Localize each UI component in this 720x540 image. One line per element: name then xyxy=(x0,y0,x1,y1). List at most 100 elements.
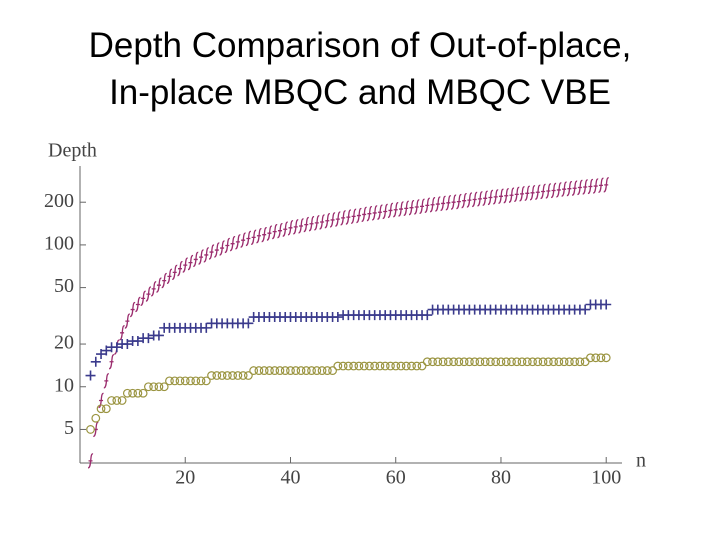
circle-marker xyxy=(570,357,580,367)
hook-marker xyxy=(150,281,157,297)
hook-marker xyxy=(387,202,394,219)
plus-marker xyxy=(601,299,612,310)
circle-marker xyxy=(512,357,522,367)
hook-marker xyxy=(203,247,209,263)
circle-marker xyxy=(496,357,506,367)
hook-marker xyxy=(287,220,294,236)
hook-marker xyxy=(177,261,183,277)
hook-marker xyxy=(214,242,220,258)
y-tick-label: 200 xyxy=(44,190,74,212)
hook-marker xyxy=(345,209,352,225)
plus-marker xyxy=(332,312,343,323)
x-tick-label: 60 xyxy=(386,467,406,489)
plus-marker xyxy=(85,370,96,381)
hook-marker xyxy=(492,189,499,205)
circle-marker xyxy=(170,376,180,386)
circle-marker xyxy=(349,361,359,371)
title-line: In-place MBQC and MBQC VBE xyxy=(109,73,611,112)
circle-marker xyxy=(91,413,101,423)
circle-marker xyxy=(396,361,406,371)
circle-marker xyxy=(249,366,259,375)
hook-marker xyxy=(224,237,231,254)
hook-marker xyxy=(435,196,441,212)
hook-marker xyxy=(140,290,146,306)
hook-marker xyxy=(166,268,173,285)
hook-marker xyxy=(419,198,425,214)
plus-marker xyxy=(132,336,143,347)
hook-marker xyxy=(303,216,309,233)
circle-marker xyxy=(165,376,174,386)
hook-marker xyxy=(456,193,462,210)
hook-marker xyxy=(524,185,530,201)
circle-marker xyxy=(486,357,495,367)
circle-marker xyxy=(133,388,143,398)
circle-marker xyxy=(365,361,374,371)
circle-marker xyxy=(86,425,95,434)
circle-marker xyxy=(222,371,232,380)
y-tick-label: 10 xyxy=(54,374,74,396)
circle-marker xyxy=(522,357,532,367)
hook-marker xyxy=(361,206,367,223)
hook-marker xyxy=(366,206,373,222)
hook-marker xyxy=(377,204,383,220)
hook-marker xyxy=(98,392,104,409)
hook-marker xyxy=(508,187,515,203)
hook-marker xyxy=(250,229,257,246)
hook-marker xyxy=(340,210,346,226)
hook-marker xyxy=(461,193,467,209)
circle-marker xyxy=(312,366,322,375)
hook-marker xyxy=(129,301,136,318)
plus-marker xyxy=(122,339,133,350)
hook-marker xyxy=(403,200,409,217)
hook-marker xyxy=(161,272,167,289)
hook-marker xyxy=(513,186,520,203)
hook-marker xyxy=(498,188,504,204)
circle-marker xyxy=(265,366,274,375)
plus-marker xyxy=(422,310,433,321)
hook-marker xyxy=(124,313,131,329)
circle-marker xyxy=(212,371,222,380)
circle-marker xyxy=(101,404,111,414)
y-tick-label: 50 xyxy=(54,275,74,297)
circle-marker xyxy=(564,357,574,367)
hook-marker xyxy=(413,199,420,215)
circle-marker xyxy=(149,382,159,392)
circle-marker xyxy=(401,361,411,371)
circle-marker xyxy=(428,357,437,367)
circle-marker xyxy=(412,361,422,371)
hook-marker xyxy=(535,184,541,200)
y-tick-label: 5 xyxy=(64,417,74,439)
circle-marker xyxy=(144,382,153,392)
hook-marker xyxy=(271,224,278,240)
hook-marker xyxy=(382,203,388,220)
circle-marker xyxy=(259,366,269,375)
hook-marker xyxy=(235,234,241,250)
circle-marker xyxy=(301,366,311,375)
hook-marker xyxy=(277,223,283,239)
hook-marker xyxy=(582,179,588,195)
circle-marker xyxy=(343,361,353,371)
hook-marker xyxy=(350,208,357,224)
x-tick-label: 100 xyxy=(591,467,621,489)
circle-marker xyxy=(443,357,453,367)
hook-marker xyxy=(592,178,599,194)
hook-marker xyxy=(208,244,215,260)
hook-marker xyxy=(371,205,378,221)
circle-marker xyxy=(407,361,416,371)
circle-marker xyxy=(475,357,485,367)
hook-marker xyxy=(545,183,552,199)
hook-marker xyxy=(440,195,446,212)
circle-marker xyxy=(370,361,380,371)
circle-marker xyxy=(354,361,364,371)
circle-marker xyxy=(254,366,264,375)
circle-marker xyxy=(359,361,369,371)
circle-marker xyxy=(538,357,548,367)
circle-marker xyxy=(554,357,564,367)
hook-marker xyxy=(87,453,94,469)
hook-marker xyxy=(335,211,341,227)
circle-marker xyxy=(112,396,122,405)
circle-marker xyxy=(507,357,516,367)
circle-marker xyxy=(543,357,553,367)
hook-marker xyxy=(119,325,125,341)
